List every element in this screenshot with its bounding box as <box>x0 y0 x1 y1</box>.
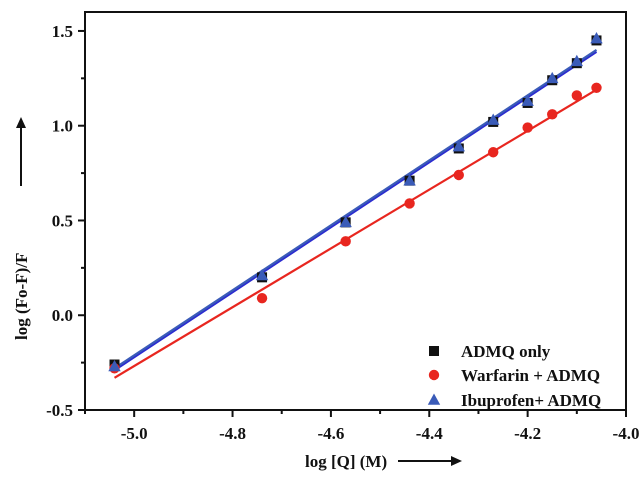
x-axis-arrow-head <box>451 456 462 466</box>
fit-line-series-3 <box>113 48 598 370</box>
data-point-series-3 <box>521 94 534 106</box>
y-tick-label: 0.0 <box>52 306 73 325</box>
data-point-series-3 <box>590 32 603 44</box>
data-point-series-2 <box>522 122 533 133</box>
data-point-series-3 <box>570 54 584 67</box>
data-point-series-3 <box>339 215 352 228</box>
legend: ADMQ only Warfarin + ADMQ Ibuprofen+ ADMQ <box>427 342 601 410</box>
data-point-series-3 <box>487 113 500 125</box>
series-layer <box>108 32 603 379</box>
data-point-series-2 <box>591 82 602 94</box>
y-tick-label: 0.5 <box>52 211 73 230</box>
fit-line-series-2 <box>113 88 598 379</box>
x-axis-title-group: log [Q] (M) <box>305 452 462 471</box>
legend-label-series-3: Ibuprofen+ ADMQ <box>461 391 601 410</box>
data-point-series-2 <box>404 198 415 209</box>
x-tick-label: -4.6 <box>317 424 344 443</box>
data-point-series-2 <box>256 292 268 304</box>
x-axis-ticks: -5.0 -4.8 -4.6 -4.4 -4.2 -4.0 <box>84 410 640 443</box>
data-point-series-2 <box>488 147 499 158</box>
legend-label-series-2: Warfarin + ADMQ <box>461 366 600 385</box>
plot-frame <box>84 11 627 411</box>
legend-marker-series-1 <box>429 346 439 356</box>
data-point-series-2 <box>340 236 351 247</box>
legend-marker-series-2 <box>428 369 440 381</box>
data-point-series-2 <box>571 90 583 101</box>
data-point-series-2 <box>453 169 464 181</box>
data-point-series-3 <box>403 174 416 186</box>
legend-marker-series-3 <box>427 393 441 405</box>
y-tick-label: -0.5 <box>46 401 73 420</box>
data-point-series-3 <box>108 359 121 372</box>
data-point-series-3 <box>255 268 269 281</box>
x-tick-label: -4.0 <box>613 424 640 443</box>
y-tick-label: 1.5 <box>52 22 73 41</box>
y-axis-arrow-head <box>16 117 26 128</box>
y-axis-title: log (Fo-F)/F <box>12 253 31 340</box>
data-point-series-2 <box>547 109 558 120</box>
data-point-series-3 <box>546 71 559 84</box>
x-tick-label: -4.4 <box>416 424 443 443</box>
y-axis-ticks: -0.5 0.0 0.5 1.0 1.5 <box>46 22 85 420</box>
x-tick-label: -4.8 <box>219 424 246 443</box>
x-tick-label: -4.2 <box>514 424 541 443</box>
y-axis-title-group: log (Fo-F)/F <box>12 117 31 340</box>
legend-label-series-1: ADMQ only <box>461 342 551 361</box>
fit-line-series-1 <box>113 50 598 372</box>
x-tick-label: -5.0 <box>121 424 148 443</box>
x-axis-title: log [Q] (M) <box>305 452 387 471</box>
y-tick-label: 1.0 <box>52 117 73 136</box>
data-point-series-3 <box>452 140 465 152</box>
